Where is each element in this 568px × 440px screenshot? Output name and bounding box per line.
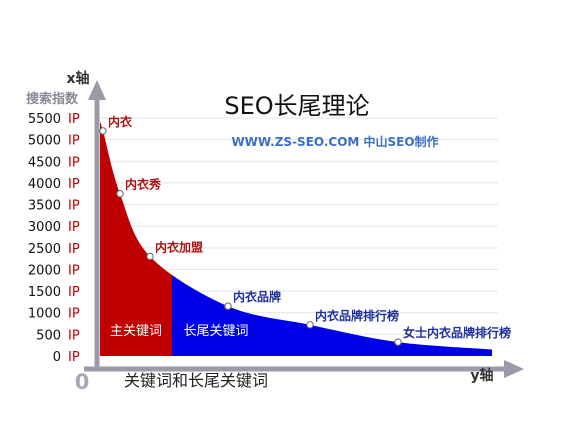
- region-labels: 主关键词 长尾关键词: [110, 324, 249, 339]
- data-point-label: 女士内衣品牌排行榜: [403, 325, 511, 340]
- region-label-tail: 长尾关键词: [183, 324, 248, 339]
- y-tick-value: 3500: [28, 199, 61, 214]
- y-tick-unit: IP: [68, 328, 80, 343]
- y-tick-unit: IP: [68, 350, 80, 365]
- y-tick-value: 2000: [28, 263, 61, 278]
- y-tick-value: 4000: [28, 177, 61, 192]
- axes: [84, 80, 524, 378]
- y-tick-value: 4500: [28, 155, 61, 170]
- y-tick-value: 5500: [28, 112, 61, 127]
- data-point-label: 内衣品牌: [233, 289, 281, 304]
- y-axis-subtitle: 搜索指数: [26, 91, 79, 107]
- data-point-marker: [146, 252, 154, 261]
- y-tick-unit: IP: [68, 242, 80, 257]
- y-tick-unit: IP: [68, 112, 80, 127]
- y-axis-arrow: [88, 80, 106, 100]
- y-tick-value: 2500: [28, 242, 61, 257]
- chart-subtitle: WWW.ZS-SEO.COM 中山SEO制作: [231, 134, 438, 149]
- x-axis-arrow: [504, 360, 524, 378]
- y-tick-value: 1500: [28, 285, 61, 300]
- long-tail-area: [172, 274, 492, 356]
- y-tick-unit: IP: [68, 199, 80, 214]
- area-regions: [100, 122, 492, 356]
- region-label-head: 主关键词: [110, 324, 162, 339]
- y-tick-value: 1000: [28, 307, 61, 322]
- data-point-label: 内衣秀: [125, 177, 162, 192]
- y-tick-unit: IP: [68, 134, 80, 149]
- data-point-label: 内衣品牌排行榜: [315, 308, 399, 323]
- y-tick-unit: IP: [68, 307, 80, 322]
- data-point-marker: [99, 127, 107, 135]
- y-tick-value: 500: [36, 328, 61, 343]
- y-tick-unit: IP: [68, 263, 80, 278]
- origin-label: 0: [75, 370, 90, 394]
- data-point-label: 内衣加盟: [155, 239, 203, 254]
- head-keyword-area: [100, 122, 172, 356]
- chart-title: SEO长尾理论: [224, 92, 369, 120]
- data-point-label: 内衣: [108, 114, 132, 129]
- data-point-marker: [116, 190, 124, 198]
- y-tick-unit: IP: [68, 220, 80, 235]
- y-tick-unit: IP: [68, 285, 80, 300]
- y-tick-value: 0: [53, 350, 61, 365]
- data-points: [99, 127, 402, 346]
- x-axis-name: y轴: [470, 367, 493, 384]
- y-axis-name: x轴: [66, 70, 89, 87]
- bottom-caption: 关键词和长尾关键词: [124, 371, 268, 390]
- data-point-marker: [306, 321, 314, 329]
- y-tick-value: 3000: [28, 220, 61, 235]
- y-tick-unit: IP: [68, 177, 80, 192]
- data-point-marker: [394, 338, 402, 346]
- data-point-marker: [224, 302, 232, 310]
- y-tick-value: 5000: [28, 134, 61, 149]
- y-tick-unit: IP: [68, 155, 80, 170]
